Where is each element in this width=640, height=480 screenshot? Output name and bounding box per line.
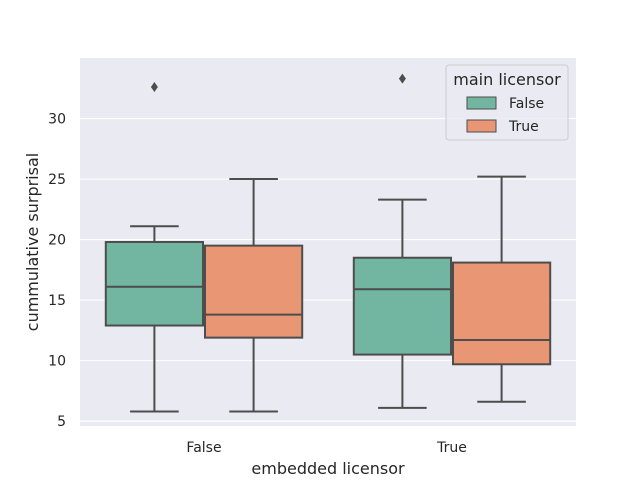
legend-swatch bbox=[466, 96, 497, 110]
y-tick-label: 15 bbox=[48, 293, 66, 309]
y-tick-label: 25 bbox=[48, 172, 66, 188]
legend-label: True bbox=[508, 119, 539, 135]
y-tick-label: 10 bbox=[48, 354, 66, 370]
boxes bbox=[104, 73, 552, 413]
box-true-true bbox=[452, 175, 552, 403]
y-tick-label: 30 bbox=[48, 112, 66, 128]
box-true-false bbox=[204, 178, 304, 413]
box-iqr bbox=[452, 261, 552, 366]
box-iqr bbox=[104, 241, 204, 327]
y-axis-title: cummulative surprisal bbox=[23, 153, 42, 331]
legend: main licensor False True bbox=[445, 64, 569, 141]
legend-title: main licensor bbox=[453, 70, 561, 89]
box-false-false bbox=[104, 82, 204, 413]
box-iqr bbox=[352, 256, 452, 356]
y-tick-label: 5 bbox=[57, 414, 66, 430]
outlier-point bbox=[398, 73, 406, 84]
x-axis-title: embedded licensor bbox=[251, 459, 405, 478]
x-tick-labels: False True bbox=[186, 440, 466, 456]
y-tick-labels: 5 10 15 20 25 30 bbox=[48, 112, 66, 431]
legend-swatch bbox=[466, 119, 497, 133]
box-iqr bbox=[204, 244, 304, 339]
x-tick-label: False bbox=[186, 440, 221, 456]
y-tick-label: 20 bbox=[48, 233, 66, 249]
outlier-point bbox=[150, 82, 158, 93]
x-tick-label: True bbox=[436, 440, 467, 456]
box-false-true bbox=[352, 73, 452, 409]
legend-label: False bbox=[509, 96, 544, 112]
legend-items: False True bbox=[466, 96, 544, 135]
